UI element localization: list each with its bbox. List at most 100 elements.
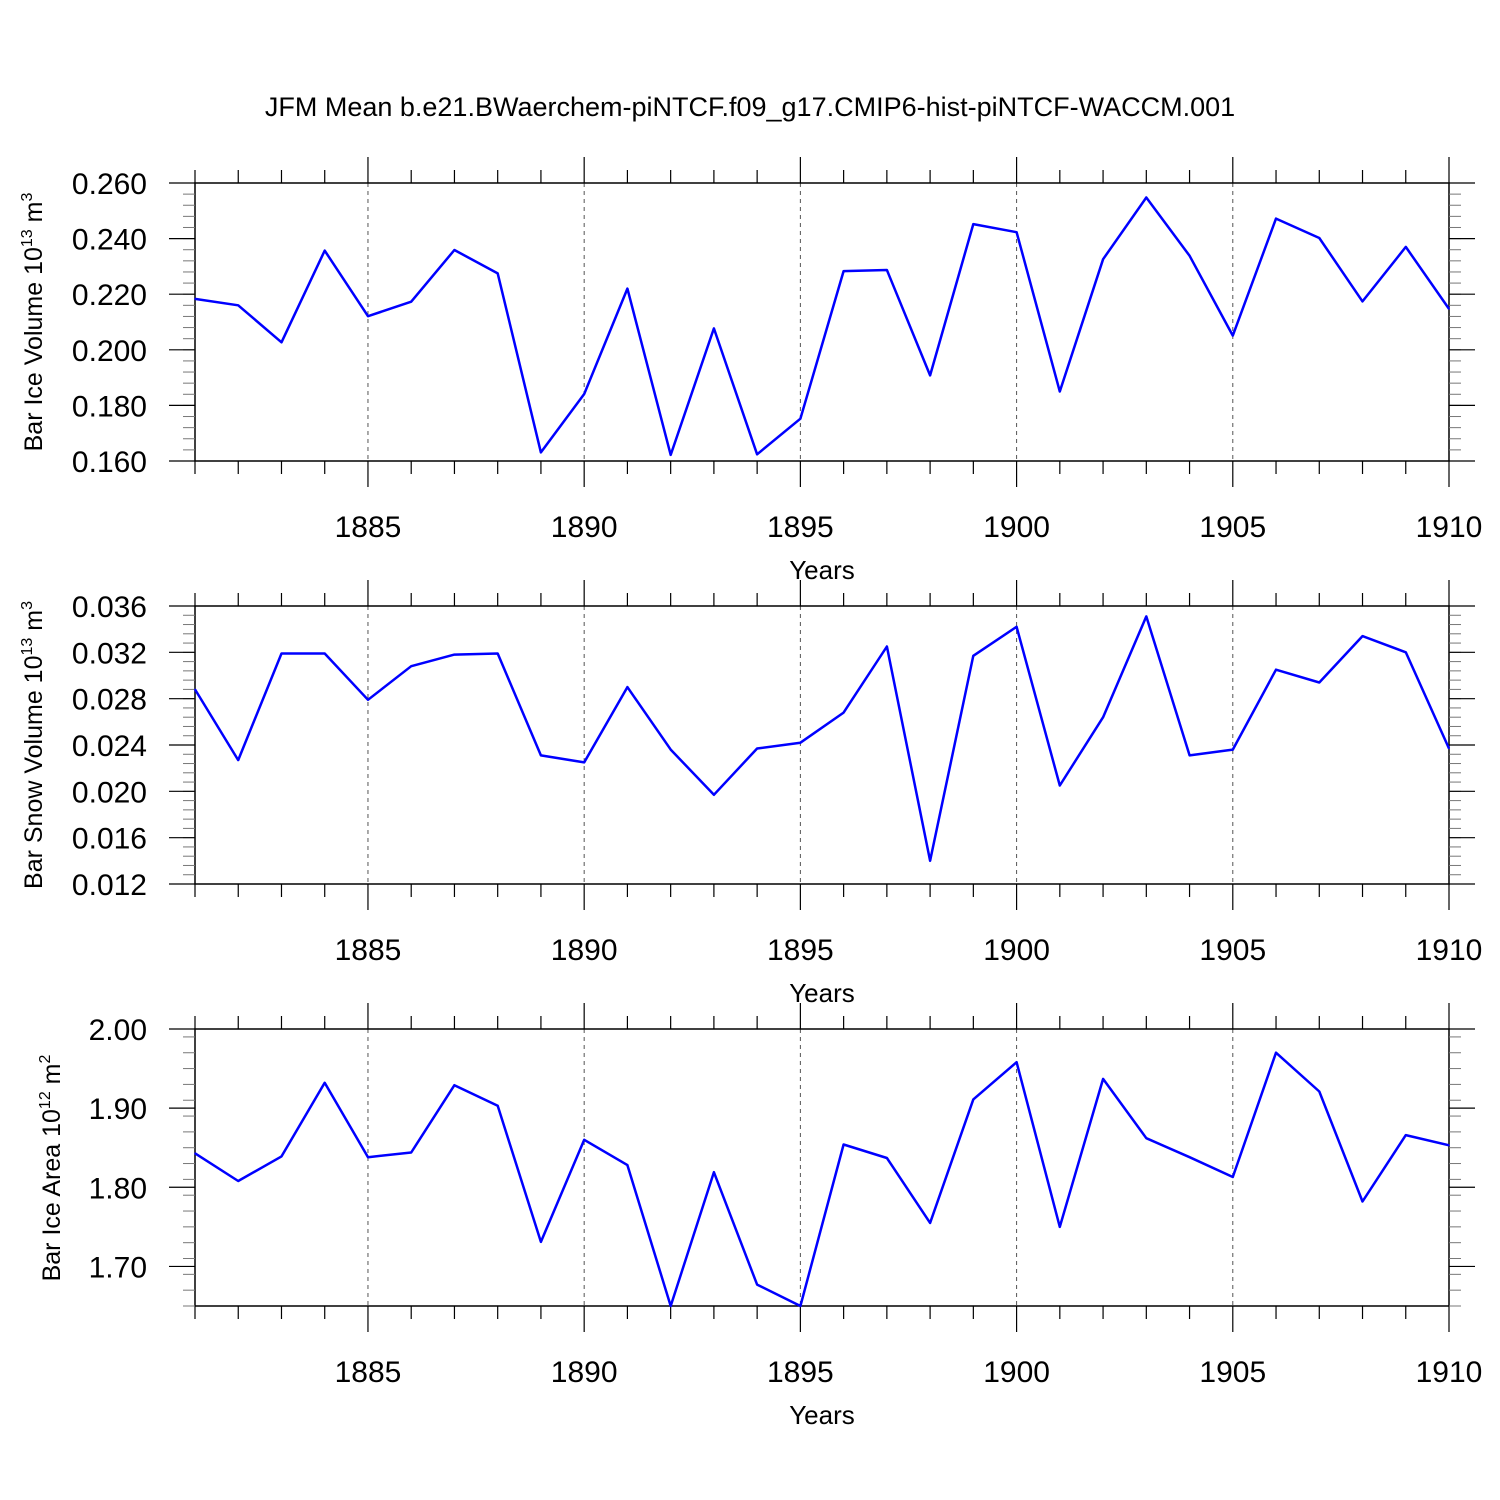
data-point — [583, 393, 585, 395]
x-tick-label: 1910 — [1416, 1356, 1483, 1389]
x-tick-label: 1905 — [1199, 511, 1266, 544]
data-point — [799, 417, 802, 420]
y-tick-label: 0.016 — [72, 823, 147, 856]
data-point — [496, 272, 499, 275]
data-point — [626, 1164, 629, 1166]
y-tick-label: 0.180 — [72, 390, 147, 423]
y-tick-label: 0.036 — [72, 591, 147, 624]
data-point — [1318, 237, 1321, 239]
data-point — [713, 327, 715, 330]
data-point — [1361, 635, 1364, 637]
data-point — [1145, 196, 1148, 199]
data-point — [1102, 1078, 1104, 1080]
data-point — [799, 741, 802, 744]
data-point — [1361, 300, 1364, 303]
x-tick-label: 1890 — [551, 934, 618, 967]
x-tick-label: 1910 — [1416, 511, 1483, 544]
data-point — [1318, 1090, 1321, 1093]
data-point — [496, 1104, 499, 1107]
data-point — [1059, 1226, 1061, 1228]
data-point — [583, 761, 585, 764]
x-tick-label: 1900 — [983, 1356, 1050, 1389]
data-point — [1059, 784, 1061, 787]
data-point — [1145, 615, 1148, 618]
data-point — [1015, 1061, 1018, 1064]
data-point — [1448, 747, 1450, 750]
y-axis-label-text: m — [20, 610, 48, 638]
data-point — [1188, 1156, 1191, 1159]
data-point — [323, 1082, 326, 1084]
data-point — [1404, 651, 1407, 654]
data-point — [410, 1151, 413, 1154]
data-point — [1059, 390, 1061, 393]
data-point — [280, 652, 283, 655]
data-point — [496, 652, 499, 655]
data-point — [1188, 754, 1191, 757]
plot-frame — [194, 605, 1450, 885]
y-tick-label: 1.90 — [89, 1093, 147, 1126]
data-point — [1231, 1176, 1234, 1178]
data-point — [1275, 1051, 1277, 1054]
snow-volume-panel: 1885 1890 1895 1900 1905 1910 Years 0.012 0.016 0… — [19, 580, 1482, 1008]
y-tick-label: 1.70 — [89, 1251, 147, 1284]
data-point — [1275, 668, 1277, 671]
data-point — [886, 269, 888, 271]
data-point — [194, 1152, 196, 1155]
data-point — [194, 688, 196, 691]
data-point — [194, 298, 196, 300]
data-point — [410, 300, 413, 303]
x-tick-label: 1890 — [551, 511, 618, 544]
data-point — [410, 665, 413, 668]
ice-volume-panel: 1885 1890 1895 1900 1905 1910 Years 0.160 0.180 0… — [19, 157, 1482, 585]
data-point — [972, 1098, 975, 1101]
data-point — [1015, 231, 1018, 234]
x-axis-label: Years — [789, 555, 855, 585]
data-point — [323, 249, 326, 252]
data-point — [1448, 1144, 1450, 1147]
data-point — [237, 1180, 240, 1182]
data-point — [540, 754, 542, 757]
y-tick-label: 0.200 — [72, 335, 147, 368]
x-axis-label: Years — [789, 1400, 855, 1430]
data-point — [713, 794, 715, 796]
x-tick-label: 1905 — [1199, 1356, 1266, 1389]
y-tick-label: 0.020 — [72, 776, 147, 809]
x-tick-label: 1885 — [335, 934, 402, 967]
y-tick-label: 2.00 — [89, 1014, 147, 1047]
x-tick-label: 1905 — [1199, 934, 1266, 967]
data-point — [1404, 246, 1407, 248]
y-axis-label-exponent: 3 — [19, 193, 36, 202]
data-point — [669, 748, 672, 751]
y-tick-label: 0.012 — [72, 869, 147, 902]
y-tick-label: 0.160 — [72, 446, 147, 479]
y-tick-label: 0.032 — [72, 637, 147, 670]
y-tick-label: 0.220 — [72, 279, 147, 312]
data-point — [626, 287, 629, 290]
data-point — [1015, 626, 1018, 628]
data-point — [280, 1155, 283, 1158]
plot-frame — [194, 1028, 1450, 1307]
data-point — [713, 1171, 715, 1174]
data-point — [1102, 258, 1104, 260]
y-axis-label-exponent: 13 — [19, 638, 36, 656]
data-point — [1231, 748, 1234, 751]
data-point — [886, 1157, 888, 1159]
data-point — [540, 451, 542, 454]
data-point — [756, 747, 758, 750]
y-axis-label-text: Bar Snow Volume 10 — [20, 656, 48, 889]
data-point — [237, 304, 240, 307]
data-point — [756, 1283, 758, 1286]
y-axis-label-exponent: 12 — [37, 1091, 54, 1109]
data-point — [1318, 681, 1321, 684]
y-axis-label-exponent: 13 — [19, 229, 36, 247]
data-point — [842, 1143, 845, 1146]
y-axis-label-text: Bar Ice Volume 10 — [20, 247, 48, 451]
data-point — [886, 645, 888, 648]
data-point — [626, 686, 629, 688]
y-axis-label-exponent: 3 — [19, 601, 36, 610]
data-point — [453, 249, 456, 251]
data-point — [1102, 716, 1104, 718]
data-point — [1404, 1134, 1407, 1136]
data-point — [1231, 334, 1234, 337]
